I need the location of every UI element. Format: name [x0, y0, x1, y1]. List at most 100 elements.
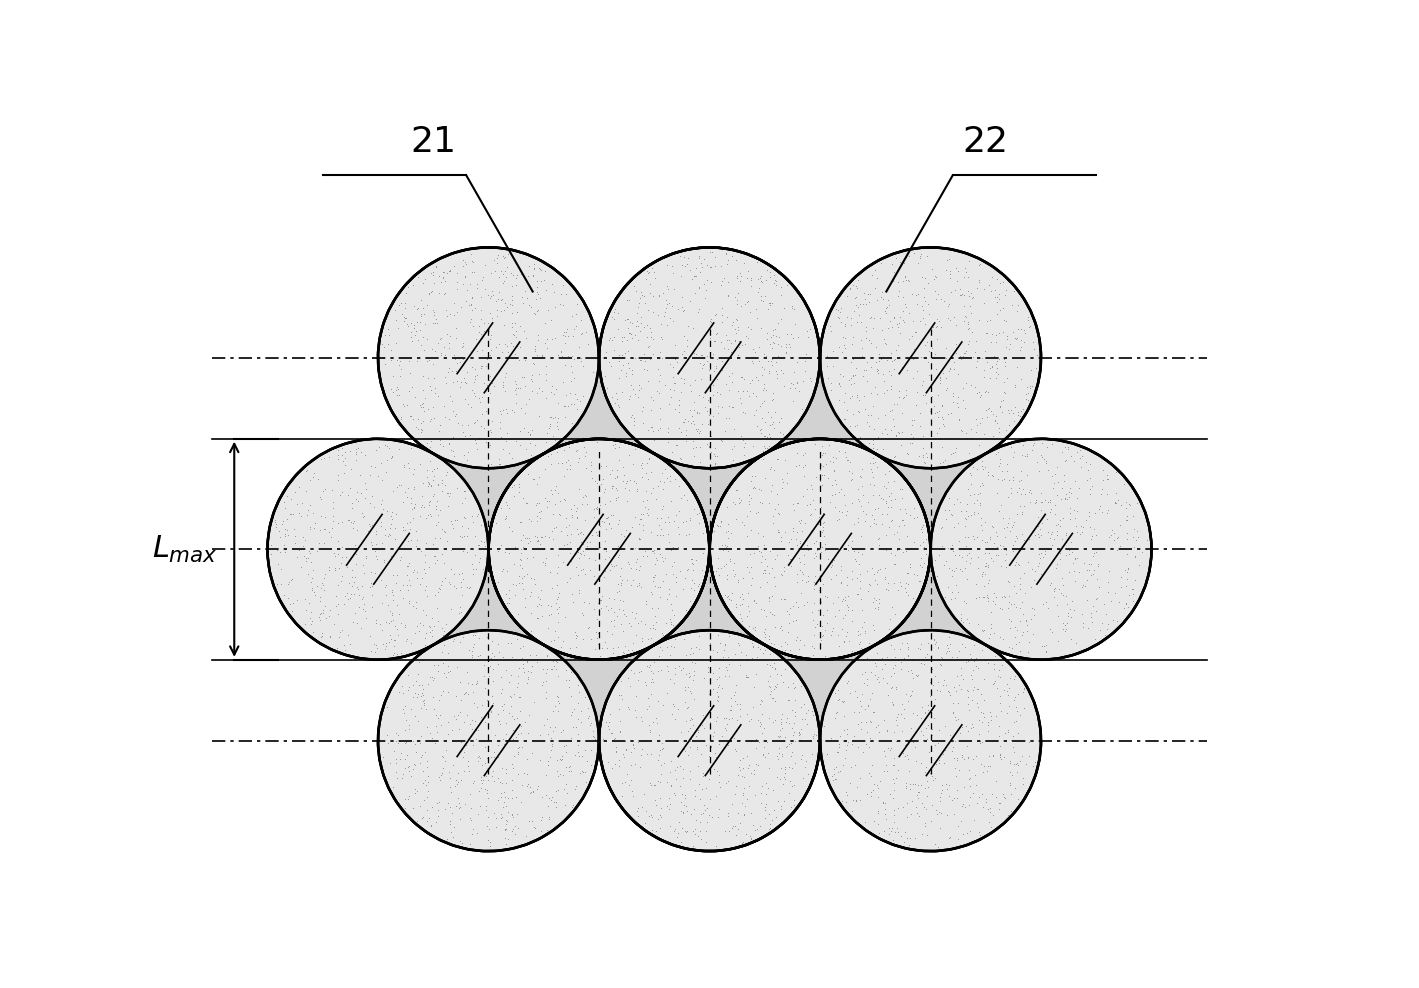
- Point: [461, 253, 484, 269]
- Point: [881, 599, 904, 615]
- Point: [403, 479, 426, 495]
- Point: [876, 298, 898, 314]
- Point: [535, 366, 558, 381]
- Point: [1037, 600, 1060, 616]
- Point: [981, 284, 1003, 299]
- Point: [406, 667, 429, 683]
- Point: [854, 362, 877, 377]
- Point: [421, 690, 444, 705]
- Point: [546, 752, 569, 768]
- Point: [517, 777, 539, 792]
- Point: [959, 304, 982, 320]
- Point: [975, 402, 998, 418]
- Point: [600, 732, 623, 748]
- Point: [440, 431, 463, 447]
- Point: [437, 361, 460, 376]
- Point: [640, 584, 663, 600]
- Point: [412, 603, 434, 618]
- Point: [993, 589, 1016, 605]
- Point: [546, 559, 569, 575]
- Point: [379, 528, 402, 543]
- Point: [656, 685, 678, 700]
- Point: [755, 776, 778, 791]
- Point: [1078, 486, 1101, 502]
- Point: [524, 438, 546, 453]
- Point: [786, 629, 809, 645]
- Point: [761, 340, 783, 356]
- Point: [990, 657, 1013, 673]
- Point: [636, 454, 658, 470]
- Point: [920, 688, 942, 703]
- Point: [528, 597, 551, 613]
- Point: [1115, 571, 1138, 587]
- Point: [585, 525, 607, 540]
- Point: [458, 427, 481, 443]
- Point: [711, 536, 734, 552]
- Point: [644, 620, 667, 636]
- Point: [549, 766, 572, 782]
- Point: [414, 778, 437, 793]
- Point: [983, 625, 1006, 641]
- Point: [932, 672, 955, 688]
- Point: [897, 446, 920, 461]
- Point: [681, 572, 704, 588]
- Point: [979, 604, 1002, 619]
- Point: [475, 629, 498, 645]
- Point: [440, 601, 463, 617]
- Point: [725, 779, 748, 794]
- Point: [563, 386, 586, 402]
- Point: [610, 616, 633, 631]
- Point: [902, 313, 925, 329]
- Point: [433, 398, 455, 414]
- Point: [914, 801, 937, 817]
- Point: [549, 296, 572, 312]
- Point: [475, 750, 498, 766]
- Point: [409, 798, 431, 814]
- Point: [363, 644, 386, 660]
- Point: [893, 700, 915, 716]
- Point: [612, 358, 634, 373]
- Point: [518, 588, 541, 604]
- Point: [718, 410, 741, 426]
- Point: [971, 453, 993, 469]
- Point: [792, 566, 815, 582]
- Point: [1000, 639, 1023, 655]
- Point: [924, 668, 946, 684]
- Point: [873, 331, 895, 347]
- Point: [897, 752, 920, 768]
- Point: [631, 548, 654, 564]
- Point: [948, 411, 971, 427]
- Point: [380, 448, 403, 463]
- Point: [1002, 469, 1025, 485]
- Point: [607, 583, 630, 599]
- Point: [1074, 453, 1097, 469]
- Point: [902, 510, 925, 526]
- Point: [759, 295, 782, 311]
- Point: [348, 600, 370, 616]
- Point: [490, 429, 512, 445]
- Point: [721, 249, 744, 265]
- Point: [901, 370, 924, 385]
- Point: [880, 485, 902, 501]
- Point: [880, 499, 902, 515]
- Point: [724, 741, 746, 757]
- Point: [871, 794, 894, 810]
- Point: [796, 573, 819, 589]
- Point: [1078, 470, 1101, 486]
- Point: [559, 456, 582, 472]
- Point: [1054, 453, 1077, 468]
- Point: [410, 308, 433, 324]
- Point: [995, 541, 1017, 557]
- Point: [934, 453, 956, 468]
- Point: [981, 428, 1003, 444]
- Point: [612, 733, 634, 749]
- Point: [962, 486, 985, 502]
- Point: [915, 334, 938, 350]
- Point: [982, 552, 1005, 568]
- Point: [663, 375, 685, 391]
- Point: [812, 626, 834, 642]
- Point: [782, 375, 805, 391]
- Point: [971, 350, 993, 366]
- Point: [377, 598, 400, 614]
- Point: [375, 579, 397, 595]
